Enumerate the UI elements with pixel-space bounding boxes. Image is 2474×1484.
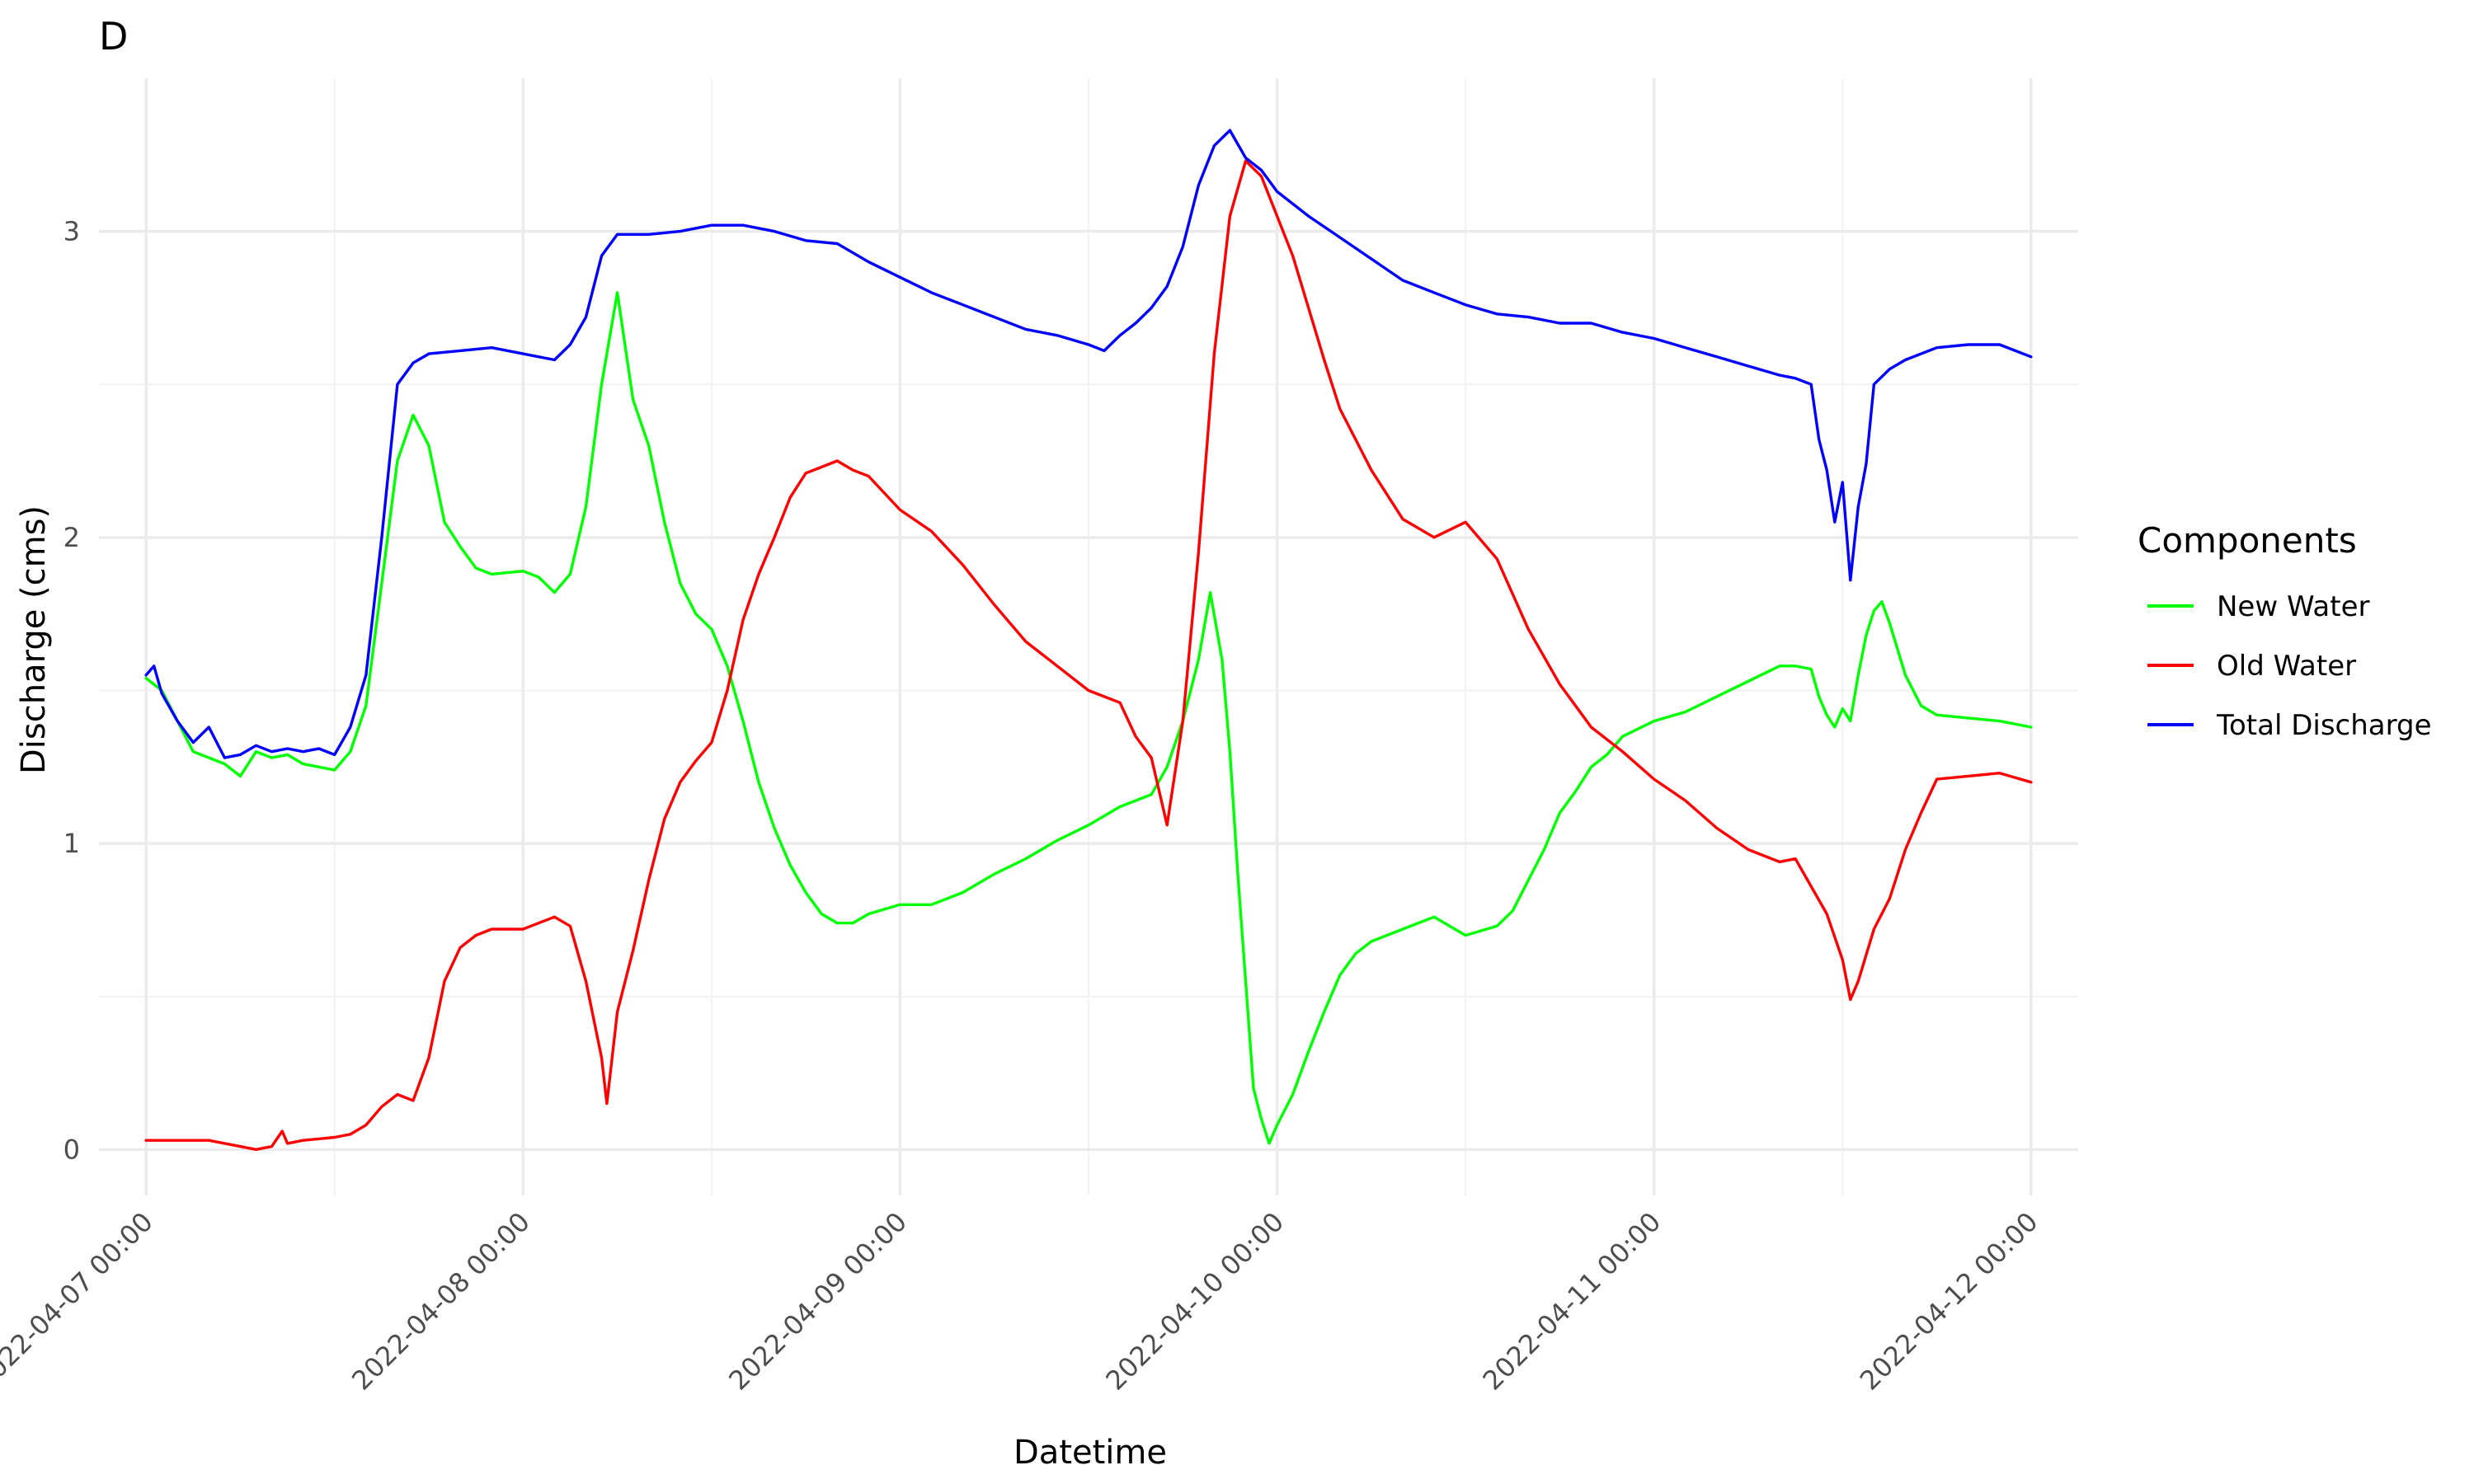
y-tick-label: 2 <box>63 522 80 553</box>
x-axis-title: Datetime <box>1014 1434 1167 1472</box>
y-tick-label: 0 <box>63 1134 80 1165</box>
legend-label-old-water: Old Water <box>2217 650 2356 683</box>
y-tick-label: 1 <box>63 828 80 859</box>
legend-label-total-discharge: Total Discharge <box>2216 709 2432 742</box>
y-tick-label: 3 <box>63 216 80 247</box>
legend-title: Components <box>2138 520 2357 561</box>
legend-label-new-water: New Water <box>2217 590 2369 623</box>
series-line-total-discharge <box>144 129 2033 759</box>
series-layer <box>144 129 2033 1151</box>
series-line-old-water <box>144 159 2033 1151</box>
y-axis-ticks: 0 1 2 3 <box>63 216 80 1166</box>
chart-title: D <box>99 14 128 59</box>
y-axis-title: Discharge (cms) <box>15 505 53 774</box>
major-gridlines <box>99 78 2078 1195</box>
series-line-new-water <box>144 291 2033 1145</box>
legend: Components New Water Old Water Total Disch… <box>2138 520 2432 742</box>
